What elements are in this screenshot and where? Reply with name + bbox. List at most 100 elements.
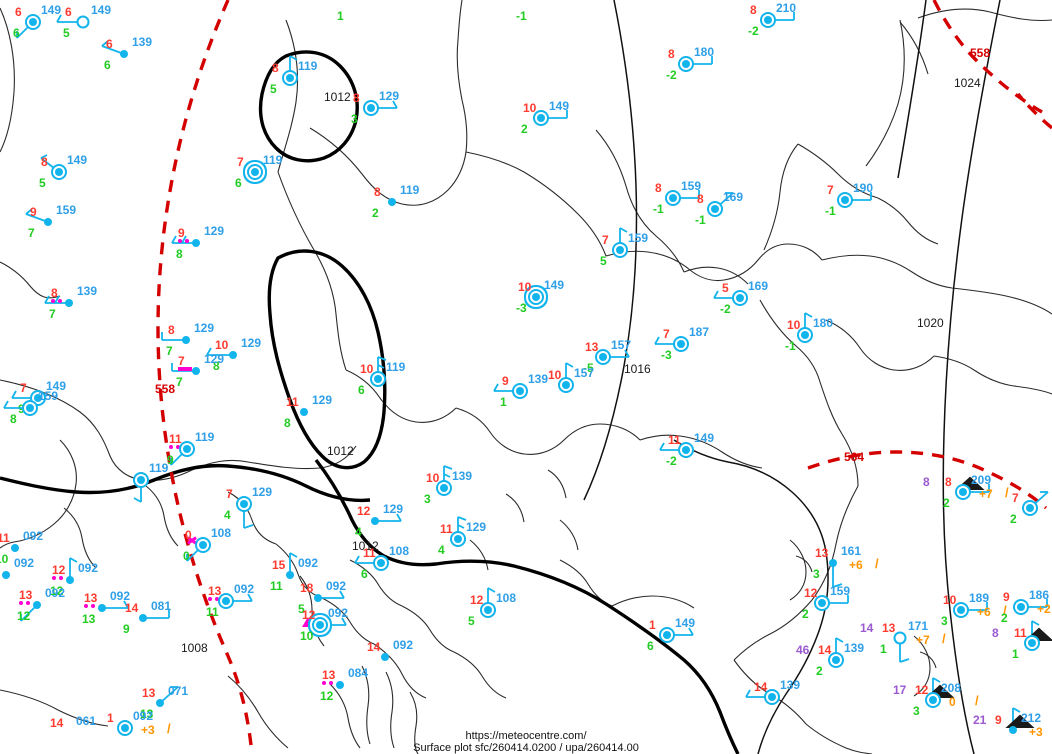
- station-circle: [11, 544, 19, 552]
- tendency-trace-icon: /: [1003, 603, 1007, 618]
- wind-barb: [493, 383, 520, 392]
- dewpoint-value: 4: [438, 543, 445, 557]
- station-circle: [736, 294, 744, 302]
- station-circle: [139, 614, 147, 622]
- temperature-value: 8: [655, 181, 662, 195]
- temperature-value: 8: [668, 47, 675, 61]
- pressure-value: 092: [393, 638, 414, 652]
- temperature-value: 12: [302, 608, 316, 622]
- pressure-value: 212: [1021, 711, 1042, 725]
- temperature-value: 11: [363, 546, 376, 560]
- station-circle: [388, 198, 396, 206]
- station-circle: [371, 517, 379, 525]
- wind-barb: [102, 600, 129, 609]
- dewpoint-value: 5: [63, 26, 70, 40]
- temperature-value: 7: [226, 487, 233, 501]
- station-circle: [537, 114, 545, 122]
- wind-barb: [1029, 491, 1049, 509]
- pressure-tendency-value: +7: [916, 633, 930, 647]
- wind-barb: [371, 100, 398, 109]
- temperature-value: 0: [185, 528, 192, 542]
- station-circle: [2, 571, 10, 579]
- station-circle: [1009, 726, 1017, 734]
- dewpoint-value: 5: [39, 176, 46, 190]
- pressure-value: 186: [1029, 588, 1050, 602]
- temperature-value: 13: [815, 546, 829, 560]
- wind-barb: [673, 190, 700, 199]
- wind-barb: [768, 12, 795, 21]
- dewpoint-value: 6: [13, 26, 20, 40]
- station-circle: [440, 484, 448, 492]
- temperature-value: 6: [15, 5, 22, 19]
- pressure-value: 129: [194, 321, 215, 335]
- station-circle: [121, 724, 129, 732]
- pressure-value: 169: [748, 279, 769, 293]
- temperature-value: 8: [945, 475, 952, 489]
- isobar-label: 1020: [917, 316, 944, 330]
- dewpoint-value: 3: [813, 567, 820, 581]
- pressure-value: 129: [204, 352, 225, 366]
- station-circle: [516, 387, 524, 395]
- temperature-value: 11: [440, 522, 453, 536]
- dewpoint-value: -1: [785, 339, 796, 353]
- dewpoint-value: 6: [104, 58, 111, 72]
- dewpoint-value: 5: [600, 254, 607, 268]
- temperature-value: 13: [84, 591, 98, 605]
- pressure-value: 169: [723, 190, 744, 204]
- station-circle: [65, 299, 73, 307]
- pressure-value: 149: [67, 153, 88, 167]
- dewpoint-value: 13: [140, 707, 154, 721]
- station-circle: [182, 336, 190, 344]
- pressure-value: 159: [628, 231, 649, 245]
- station-circle: [841, 196, 849, 204]
- station-circle: [893, 631, 907, 645]
- wind-barb: [320, 617, 347, 626]
- pressure-value: 061: [76, 714, 97, 728]
- pressure-value: 092: [328, 606, 349, 620]
- dewpoint-value: 6: [361, 567, 368, 581]
- dewpoint-value: 1: [1012, 647, 1019, 661]
- station-circle: [29, 18, 37, 26]
- pressure-value: 139: [780, 678, 801, 692]
- wind-barb: [603, 349, 630, 358]
- dewpoint-value: 2: [1010, 512, 1017, 526]
- temperature-value: 8: [697, 192, 704, 206]
- wind-barb: [206, 347, 233, 356]
- pressure-value: 071: [168, 684, 189, 698]
- station-circle: [818, 599, 826, 607]
- pressure-value: 092: [234, 582, 255, 596]
- pressure-value: 139: [132, 35, 153, 49]
- dewpoint-value: 2: [1001, 611, 1008, 625]
- temperature-value: 9: [178, 226, 185, 240]
- station-circle: [55, 168, 63, 176]
- wind-barb: [963, 484, 990, 493]
- dewpoint-value: 6: [235, 176, 242, 190]
- pressure-value: 129: [379, 89, 400, 103]
- temperature-value: 10: [523, 101, 537, 115]
- isobar-label: 1008: [181, 641, 208, 655]
- pressure-value: 187: [689, 325, 710, 339]
- temperature-value: 7: [827, 183, 834, 197]
- dewpoint-value: -2: [748, 24, 759, 38]
- station-circle: [192, 239, 200, 247]
- isobar-label: 1012: [327, 444, 354, 458]
- pressure-value: 119: [400, 183, 420, 197]
- wind-barb: [961, 602, 988, 611]
- temperature-value: 10: [518, 280, 532, 294]
- station-circle: [286, 74, 294, 82]
- station-circle: [801, 331, 809, 339]
- dewpoint-value: -2: [666, 68, 677, 82]
- temperature-value: 6: [65, 5, 72, 19]
- station-circle: [682, 60, 690, 68]
- temperature-value: 10: [215, 338, 229, 352]
- temperature-value: 13: [19, 588, 33, 602]
- dewpoint-value: -1: [825, 204, 836, 218]
- tendency-trace-icon: /: [975, 693, 979, 708]
- pressure-value: 119: [263, 153, 283, 167]
- station-circle: [26, 404, 34, 412]
- station-circle: [484, 606, 492, 614]
- pressure-value: 129: [383, 502, 404, 516]
- pressure-value: 139: [77, 284, 98, 298]
- station-circle: [711, 205, 719, 213]
- pressure-value: 180: [813, 316, 834, 330]
